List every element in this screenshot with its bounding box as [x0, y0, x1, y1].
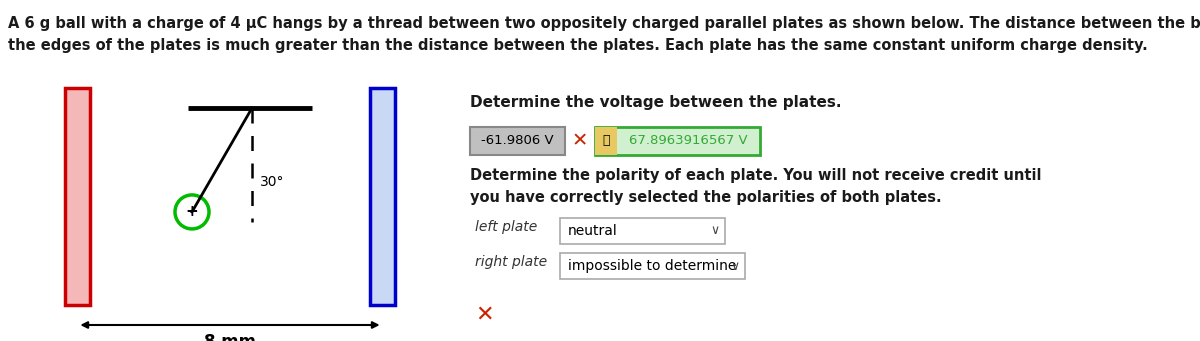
- Text: left plate: left plate: [475, 220, 538, 234]
- Text: the edges of the plates is much greater than the distance between the plates. Ea: the edges of the plates is much greater …: [8, 38, 1147, 53]
- Bar: [560, 218, 725, 244]
- Text: right plate: right plate: [475, 255, 547, 269]
- Bar: [65, 88, 90, 305]
- Text: 67.8963916567 V: 67.8963916567 V: [629, 134, 748, 148]
- Text: 30°: 30°: [260, 175, 284, 189]
- Text: 8 mm: 8 mm: [204, 333, 256, 341]
- Bar: [470, 127, 565, 155]
- Text: A 6 g ball with a charge of 4 μC hangs by a thread between two oppositely charge: A 6 g ball with a charge of 4 μC hangs b…: [8, 16, 1200, 31]
- Text: +: +: [186, 204, 198, 219]
- Text: ✕: ✕: [572, 132, 588, 150]
- Bar: [595, 127, 617, 155]
- Bar: [595, 127, 760, 155]
- Text: ✕: ✕: [475, 305, 494, 325]
- Text: 🔑: 🔑: [602, 134, 610, 148]
- Text: you have correctly selected the polarities of both plates.: you have correctly selected the polariti…: [470, 190, 942, 205]
- Bar: [370, 88, 395, 305]
- Text: ∨: ∨: [710, 224, 720, 237]
- Text: neutral: neutral: [568, 224, 618, 238]
- Bar: [560, 253, 745, 279]
- Text: -61.9806 V: -61.9806 V: [481, 134, 554, 148]
- Text: impossible to determine: impossible to determine: [568, 259, 737, 273]
- Text: ∨: ∨: [731, 260, 739, 272]
- Text: Determine the voltage between the plates.: Determine the voltage between the plates…: [470, 95, 841, 110]
- Text: Determine the polarity of each plate. You will not receive credit until: Determine the polarity of each plate. Yo…: [470, 168, 1042, 183]
